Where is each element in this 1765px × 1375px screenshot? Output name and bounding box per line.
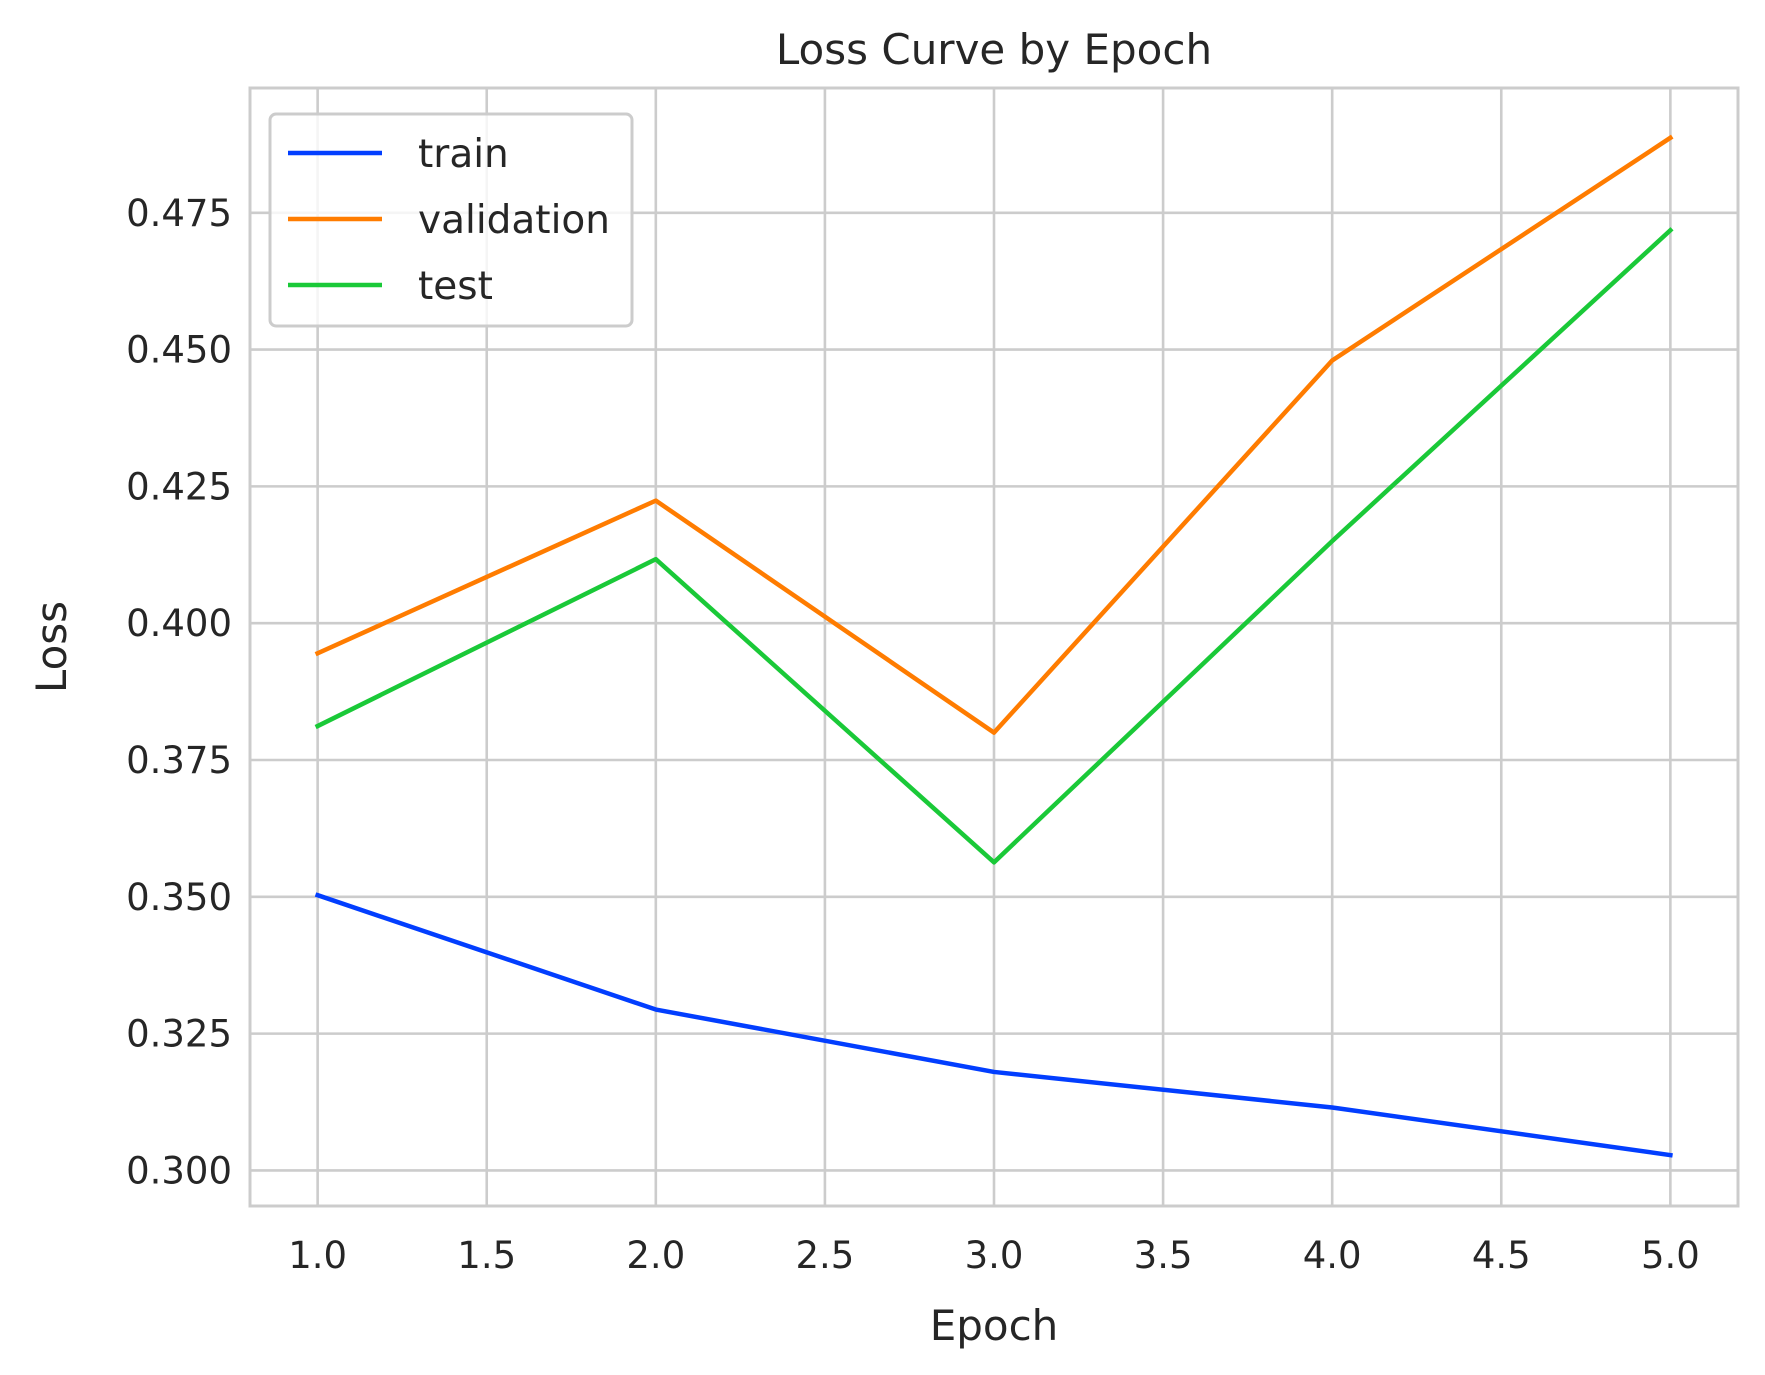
- legend-items: train validation test: [288, 132, 610, 309]
- x-tick-label: 2.5: [795, 1234, 854, 1277]
- series-line-train: [314, 892, 1673, 1158]
- x-tick-label: 4.0: [1303, 1234, 1362, 1277]
- y-tick-label: 0.450: [126, 329, 232, 372]
- y-tick-label: 0.375: [126, 739, 232, 782]
- y-axis-title: Loss: [27, 601, 76, 693]
- y-tick-label: 0.475: [126, 192, 232, 235]
- y-tick-label: 0.300: [126, 1149, 232, 1192]
- legend-label-validation: validation: [418, 198, 610, 243]
- tick-layer: 1.0 1.5 2.0 2.5 3.0 3.5 4.0 4.5 5.0 0.300 0.325 0.3…: [126, 192, 1700, 1277]
- series-layer: [314, 134, 1674, 1158]
- y-tick-label: 0.350: [126, 876, 232, 919]
- x-tick-label: 5.0: [1641, 1234, 1700, 1277]
- legend: train validation test: [268, 112, 634, 328]
- plot-frame: [248, 86, 1740, 1208]
- x-axis-title: Epoch: [930, 1301, 1059, 1350]
- x-tick-label: 1.5: [457, 1234, 516, 1277]
- grid-layer: [250, 88, 1738, 1206]
- x-tick-label: 3.0: [965, 1234, 1024, 1277]
- series-line-validation: [314, 134, 1674, 735]
- legend-box: [268, 112, 634, 328]
- y-tick-label: 0.400: [126, 602, 232, 645]
- y-tick-label: 0.325: [126, 1013, 232, 1056]
- legend-label-test: test: [418, 264, 493, 309]
- x-tick-label: 1.0: [288, 1234, 347, 1277]
- legend-label-train: train: [418, 132, 509, 177]
- x-tick-label: 3.5: [1134, 1234, 1193, 1277]
- chart-title: Loss Curve by Epoch: [776, 25, 1212, 74]
- y-tick-label: 0.425: [126, 465, 232, 508]
- x-tick-label: 2.0: [626, 1234, 685, 1277]
- x-tick-label: 4.5: [1472, 1234, 1531, 1277]
- series-line-test: [314, 227, 1674, 865]
